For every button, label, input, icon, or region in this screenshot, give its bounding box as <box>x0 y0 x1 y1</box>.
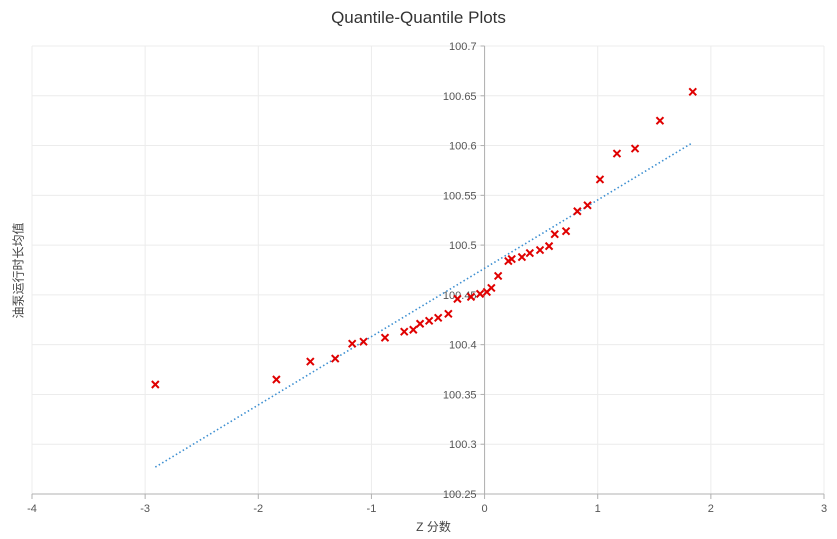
data-point <box>493 271 503 281</box>
data-point <box>517 252 527 262</box>
data-point <box>595 175 605 184</box>
data-point <box>466 292 476 302</box>
data-point <box>453 294 462 304</box>
y-tick-label: 100.3 <box>449 439 477 451</box>
data-point <box>525 248 535 258</box>
y-tick-label: 100.5 <box>449 240 477 252</box>
x-tick-label: 3 <box>821 503 827 515</box>
data-point <box>272 375 281 384</box>
x-tick-label: 0 <box>482 503 488 515</box>
y-tick-label: 100.55 <box>443 190 477 202</box>
x-tick-label: -3 <box>140 503 150 515</box>
reference-line <box>154 141 694 468</box>
y-axis-title: 油泵运行时长均值 <box>11 222 26 319</box>
y-tick-label: 100.65 <box>443 91 477 103</box>
data-point <box>544 241 554 251</box>
y-tick-label: 100.25 <box>443 489 477 501</box>
x-axis-title: Z 分数 <box>416 520 451 534</box>
data-point <box>380 333 390 342</box>
data-point <box>306 357 315 366</box>
data-point <box>400 327 409 336</box>
data-point <box>583 201 592 210</box>
x-tick-label: -1 <box>367 503 377 515</box>
data-point <box>550 229 559 239</box>
data-point <box>415 319 425 328</box>
data-point <box>359 337 368 346</box>
data-point <box>630 144 640 153</box>
data-point <box>151 380 160 389</box>
chart-title: Quantile-Quantile Plots <box>331 8 506 27</box>
x-tick-label: -2 <box>253 503 263 515</box>
x-tick-label: 1 <box>595 503 601 515</box>
x-tick-label: 2 <box>708 503 714 515</box>
y-tick-label: 100.4 <box>449 340 477 352</box>
data-point <box>535 245 545 255</box>
y-tick-label: 100.35 <box>443 389 477 401</box>
data-point <box>433 313 443 322</box>
x-tick-label: -4 <box>27 503 37 515</box>
y-tick-label: 100.7 <box>449 41 477 53</box>
data-point <box>444 309 453 319</box>
data-point <box>424 316 434 325</box>
data-point <box>688 87 697 97</box>
y-tick-label: 100.6 <box>449 141 477 153</box>
data-point <box>507 254 516 264</box>
data-point <box>655 116 665 125</box>
data-point <box>561 226 571 236</box>
data-point <box>573 207 582 216</box>
data-point <box>409 325 418 334</box>
data-point <box>612 149 622 158</box>
data-point <box>347 339 357 348</box>
data-point <box>487 283 496 293</box>
data-point <box>331 354 340 363</box>
data-point <box>475 289 485 299</box>
